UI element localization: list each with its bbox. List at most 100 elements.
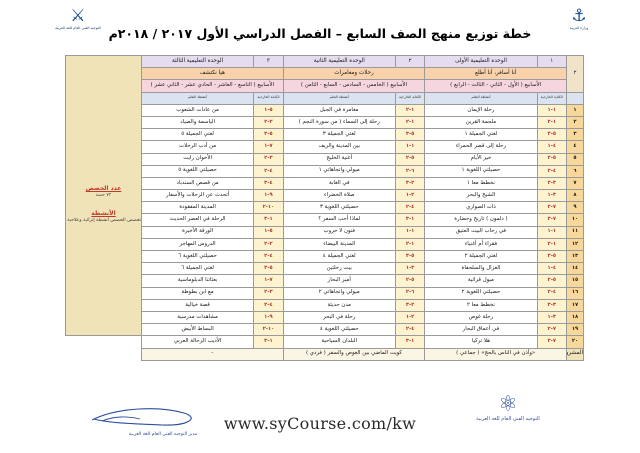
row-code-unit-2: ٢-١ bbox=[394, 310, 426, 325]
subheader-code-unit-2: الكتابة الخارجية bbox=[394, 91, 426, 105]
unit-1-number: ١ bbox=[536, 54, 568, 69]
unit-3-theme: هيا نكتشف bbox=[140, 67, 284, 81]
row-code-unit-2: ٢-٣ bbox=[394, 176, 426, 191]
row-code-unit-3: ١-٣ bbox=[253, 335, 284, 349]
row-code-unit-3: ٢-٢ bbox=[253, 237, 284, 252]
row-activity-unit-3: الأديب الرحالة العربي bbox=[140, 335, 255, 349]
row-index: ١٤ bbox=[566, 262, 584, 276]
subheader-code-unit-3: الكتابة الخارجية bbox=[253, 91, 284, 105]
lessons-count-value: ٧٢ حصة bbox=[95, 193, 112, 199]
row-activity-unit-1: رحلة إلى قصر الحمراء bbox=[424, 140, 538, 154]
row-code-unit-3: ١-٣ bbox=[253, 213, 284, 227]
row-code-unit-1: ٥-٣ bbox=[536, 249, 568, 264]
row-code-unit-2: ٣-١ bbox=[394, 262, 426, 276]
table-row: ٢ ١-٢ ملحمة القرين ١-٢ رحلة إلى السماء ( من … bbox=[66, 115, 584, 130]
unit-3-number: ٣ bbox=[253, 54, 284, 69]
row-code-unit-1: ٣-١ bbox=[536, 189, 568, 203]
row-activity-unit-3: مع ابن بطوطة bbox=[140, 286, 255, 300]
row-index: ١ bbox=[566, 103, 584, 117]
row-activity-unit-3: حصيلتي اللغوية ٦ bbox=[140, 249, 255, 264]
row-activity-unit-1: في أعماق البحار bbox=[424, 323, 538, 337]
row-activity-unit-2: بيت رحلتين bbox=[282, 262, 396, 276]
signature-mark-icon bbox=[91, 408, 192, 426]
unit-2-weeks: الأسابيع ( الخامس - السادس - السابع - ال… bbox=[282, 79, 426, 93]
row-code-unit-3: ٤-٢ bbox=[253, 164, 284, 178]
row-index: ٨ bbox=[566, 189, 584, 203]
row-code-unit-1: ١-١ bbox=[536, 103, 568, 117]
table-row: ٣ ٥-٣ لغتي الجميلة ١ ٥-٣ لغتي الجميلة ٣ ٥-٣ لغ… bbox=[66, 128, 584, 142]
row-index: ١١ bbox=[566, 225, 584, 239]
row-code-unit-2: ١-١ bbox=[394, 225, 426, 239]
row-code-unit-2: ٢-٣ bbox=[394, 298, 426, 312]
ministry-stamp: ⚛ التوجيه الفني العام للغة العربية bbox=[448, 392, 568, 423]
unit-2-title: الوحدة التعليمية الثانية bbox=[282, 54, 396, 69]
row-activity-unit-3: من عادات الشعوب bbox=[140, 103, 255, 117]
table-row: ٥ ٥-٢ خير الأيام ٥-٢ أغنية الخليج ٣-٢ الأخوان … bbox=[66, 152, 584, 166]
row-activity-unit-3: قصة خيالية bbox=[140, 298, 255, 312]
row-index: ١٠ bbox=[566, 213, 584, 227]
signature-caption: مدير التوجيه الفني العام للغة العربية bbox=[128, 432, 198, 437]
project-label: المشروع bbox=[566, 347, 584, 361]
row-activity-unit-2: لغتي الجميلة ٤ bbox=[282, 249, 396, 264]
row-index: ١٣ bbox=[566, 249, 584, 264]
row-activity-unit-1: في رحاب البيت العتيق bbox=[424, 225, 538, 239]
row-activity-unit-2: رحلة إلى السماء ( من سورة النجم ) bbox=[282, 115, 396, 130]
row-code-unit-1: ٥-٣ bbox=[536, 128, 568, 142]
row-code-unit-2: ٥-٣ bbox=[394, 249, 426, 264]
row-activity-unit-1: الشيخ والبحر bbox=[424, 189, 538, 203]
subheader-activity-unit-1: أنشطة التعلم bbox=[424, 91, 538, 105]
ministry-logo-right: ⚓ وزارة التربية bbox=[544, 8, 614, 31]
row-activity-unit-3: أتحدث عن الرحلات والأسفار bbox=[140, 189, 255, 203]
row-activity-unit-3: لغتي الجميلة ٦ bbox=[140, 262, 255, 276]
row-activity-unit-1: ذات الصواري bbox=[424, 201, 538, 215]
ministry-stamp-caption: التوجيه الفني العام للغة العربية bbox=[476, 416, 540, 422]
row-activity-unit-3: بعثاتنا الدبلوماسية bbox=[140, 274, 255, 288]
subheader-index bbox=[566, 91, 584, 105]
row-activity-unit-1: رحلة الإيمان bbox=[424, 103, 538, 117]
row-activity-unit-3: مشاهدات مدرسية bbox=[140, 310, 255, 325]
row-code-unit-3: ٤-٢ bbox=[253, 249, 284, 264]
row-code-unit-1: ٧-٢ bbox=[536, 201, 568, 215]
plan-table-wrapper: ٢ ١ الوحدة التعليمية الأولى ٢ الوحدة الت… bbox=[65, 54, 584, 361]
activities-body: تخصص الحصص أنشطة إثرائية وعلاجية وأنشطة … bbox=[66, 218, 141, 224]
row-code-unit-3: ٥-٣ bbox=[253, 128, 284, 142]
lessons-count-heading: عدد الحصص bbox=[85, 185, 122, 193]
unit-1-theme: أنا أسافر، أنا أطلع bbox=[424, 67, 567, 81]
row-code-unit-1: ٧-٢ bbox=[536, 323, 568, 337]
row-code-unit-1: ٤-٢ bbox=[536, 164, 568, 178]
subheader-code-unit-1: الكتابة الخارجية bbox=[536, 91, 568, 105]
document-header: ⚓ وزارة التربية ⚔ التوجيه الفني العام لل… bbox=[0, 6, 640, 52]
row-code-unit-2: ٥-٢ bbox=[394, 274, 426, 288]
document-footer: ⚛ التوجيه الفني العام للغة العربية مدير … bbox=[0, 392, 640, 453]
row-activity-unit-2: أمير البحار bbox=[282, 274, 396, 288]
row-activity-unit-2: لماذا أحب السفر ؟ bbox=[282, 213, 396, 227]
row-activity-unit-2: البلدان السياحية bbox=[282, 335, 396, 349]
row-index: ١٢ bbox=[566, 237, 584, 252]
ministry-seal-stamp-icon: ⚛ bbox=[498, 392, 518, 417]
row-activity-unit-2: مغامرة في الجبل bbox=[282, 103, 396, 117]
table-row: ٧ ٣-٣ نخطط معا ١ ٢-٣ في الغابة ٤-٣ من قصص السن… bbox=[66, 176, 584, 191]
row-code-unit-2: ٦-٢ bbox=[394, 286, 426, 300]
project-row: المشروع «وأذن في الناس بالحج» ( جماعي ) … bbox=[66, 347, 584, 361]
row-code-unit-2: ١-٢ bbox=[394, 237, 426, 252]
row-code-unit-1: ٣-٣ bbox=[536, 298, 568, 312]
supervision-logo-left-caption: التوجيه الفني العام للغة العربية bbox=[55, 26, 101, 30]
row-activity-unit-1: فقراء أم أغنياء bbox=[424, 237, 538, 252]
row-activity-unit-1: لغتي الجميلة ٢ bbox=[424, 249, 538, 264]
row-code-unit-3: ٣-٢ bbox=[253, 152, 284, 166]
activities-heading: الأنشطة bbox=[91, 210, 116, 218]
row-code-unit-3: ٧-١ bbox=[253, 140, 284, 154]
row-code-unit-3: ٤-٣ bbox=[253, 176, 284, 191]
subheader-activity-unit-2: أنشطة التعلم bbox=[282, 91, 396, 105]
signature-block: مدير التوجيه الفني العام للغة العربية bbox=[78, 404, 248, 437]
row-activity-unit-2: لغتي الجميلة ٣ bbox=[282, 128, 396, 142]
site-watermark: www.syCourse.com/kw bbox=[223, 414, 417, 433]
row-code-unit-2: ٥-٣ bbox=[394, 128, 426, 142]
row-activity-unit-1: رحلة غوص bbox=[424, 310, 538, 325]
row-activity-unit-3: المدينة المفقودة bbox=[140, 201, 255, 215]
row-code-unit-1: ٧-٣ bbox=[536, 213, 568, 227]
row-code-unit-2: ٤-٢ bbox=[394, 323, 426, 337]
table-row: ٩ ٧-٢ ذات الصواري ٤-٢ حصيلتي اللغوية ٣ ١٠-٢ ال… bbox=[66, 201, 584, 215]
supervision-logo-left: ⚔ التوجيه الفني العام للغة العربية bbox=[28, 8, 128, 31]
ministry-logo-right-caption: وزارة التربية bbox=[569, 26, 589, 30]
